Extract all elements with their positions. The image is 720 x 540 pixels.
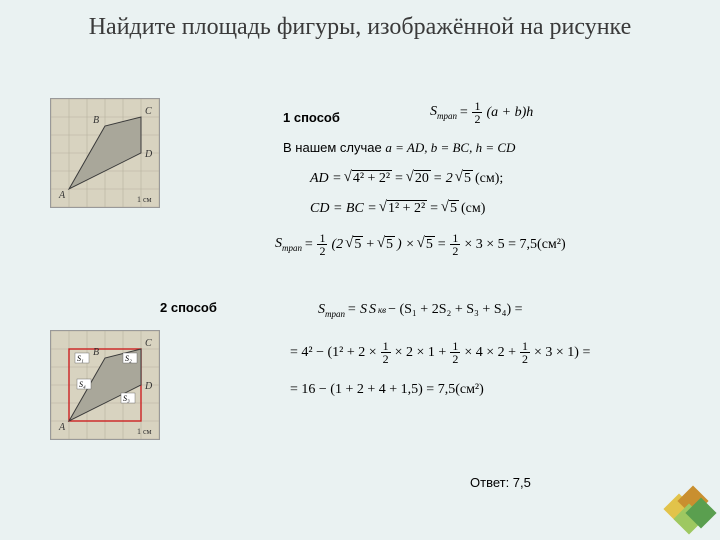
- svg-text:1 см: 1 см: [137, 195, 152, 204]
- answer-text: Ответ: 7,5: [470, 475, 531, 490]
- method-1-label: 1 способ: [283, 110, 340, 125]
- case-text: В нашем случае a = AD, b = BC, h = CD: [283, 140, 515, 156]
- svg-text:B: B: [93, 347, 99, 358]
- figure-1: A B C D 1 см: [50, 98, 160, 208]
- svg-text:S₄: S₄: [79, 380, 86, 389]
- formula-s2b: = 4² − (1² + 2 × 12 × 2 × 1 + 12 × 4 × 2…: [290, 340, 590, 365]
- svg-text:D: D: [144, 381, 153, 392]
- formula-s2c: = 16 − (1 + 2 + 4 + 1,5) = 7,5(см²): [290, 382, 484, 398]
- svg-text:A: A: [58, 422, 66, 433]
- svg-text:B: B: [93, 115, 99, 126]
- svg-text:A: A: [58, 190, 66, 201]
- figure-2: A B C D 1 см S₁ S₂ S₃ S₄: [50, 330, 160, 440]
- method-2-label: 2 способ: [160, 300, 217, 315]
- svg-text:1 см: 1 см: [137, 427, 152, 436]
- svg-text:C: C: [145, 338, 152, 349]
- corner-decoration: [668, 490, 712, 534]
- formula-cd: CD = BC = √1² + 2² = √5 (см): [310, 200, 485, 217]
- formula-trap-def: Sтрап = 12 (a + b)h: [430, 100, 533, 125]
- svg-text:S₂: S₂: [125, 354, 132, 363]
- svg-text:D: D: [144, 149, 153, 160]
- formula-s2a: Sтрап = SSкв − (S₁ + 2S₂ + S₃ + S₄) =: [318, 302, 523, 319]
- svg-text:S₃: S₃: [123, 394, 130, 403]
- formula-s1: Sтрап = 12 (2 √5 + √5 ) × √5 = 12 × 3 × …: [275, 232, 566, 257]
- formula-ad: AD = √4² + 2² = √20 = 2 √5 (см);: [310, 170, 503, 187]
- page-title: Найдите площадь фигуры, изображённой на …: [0, 0, 720, 50]
- svg-text:S₁: S₁: [77, 354, 84, 363]
- svg-text:C: C: [145, 106, 152, 117]
